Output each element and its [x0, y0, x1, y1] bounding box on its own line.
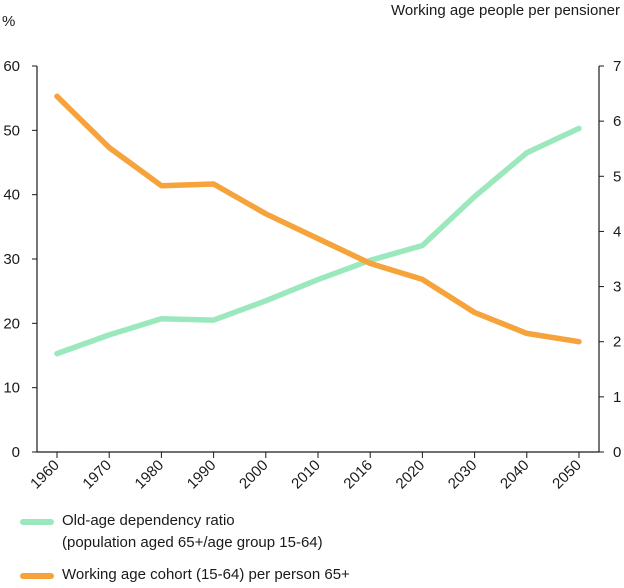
legend-label-dependency-ratio: Old-age dependency ratio [62, 512, 235, 529]
series-line-working-age-cohort [54, 93, 582, 345]
left-axis-ticks: 0 10 20 30 40 50 60 [3, 58, 37, 461]
x-tick-label: 1970 [79, 457, 115, 493]
x-tick-label: 2000 [236, 457, 272, 493]
series-layer [54, 93, 582, 357]
legend-label-dependency-ratio-line2: (population aged 65+/age group 15-64) [62, 534, 323, 551]
x-tick-label: 2040 [497, 457, 533, 493]
left-tick-label: 20 [3, 315, 20, 332]
right-axis-label: Working age people per pensioner [391, 2, 620, 19]
right-tick-label: 6 [613, 113, 621, 130]
right-tick-label: 3 [613, 279, 621, 296]
x-tick-label: 2020 [393, 457, 429, 493]
right-tick-label: 7 [613, 58, 621, 75]
x-axis-ticks: 1960 1970 1980 1990 2000 2010 2016 2020 2030 2040… [27, 452, 585, 492]
legend-swatch-working-age-cohort [20, 573, 54, 579]
legend-swatch-dependency-ratio [20, 519, 54, 525]
series-line-dependency-ratio [54, 125, 582, 357]
left-tick-label: 10 [3, 380, 20, 397]
x-tick-label: 2030 [445, 457, 481, 493]
right-tick-label: 0 [613, 444, 621, 461]
left-tick-label: 0 [12, 444, 20, 461]
x-tick-label: 1980 [132, 457, 168, 493]
right-tick-label: 5 [613, 168, 621, 185]
left-tick-label: 50 [3, 122, 20, 139]
chart: % Working age people per pensioner 01020… [2, 2, 621, 492]
right-axis-ticks: 0 1 2 3 4 5 6 7 [599, 58, 621, 461]
right-tick-label: 4 [613, 223, 621, 240]
x-tick-label: 2010 [288, 457, 324, 493]
left-tick-label: 60 [3, 58, 20, 75]
axes [36, 66, 600, 453]
right-tick-label: 2 [613, 334, 621, 351]
x-tick-label: 1990 [184, 457, 220, 493]
x-tick-label: 1960 [27, 457, 63, 493]
left-tick-label: 40 [3, 187, 20, 204]
left-tick-label: 30 [3, 251, 20, 268]
right-tick-label: 1 [613, 389, 621, 406]
x-tick-label: 2016 [340, 457, 376, 493]
x-tick-label: 2050 [549, 457, 585, 493]
legend-label-working-age-cohort: Working age cohort (15-64) per person 65… [62, 566, 350, 583]
left-axis-label: % [2, 13, 15, 30]
